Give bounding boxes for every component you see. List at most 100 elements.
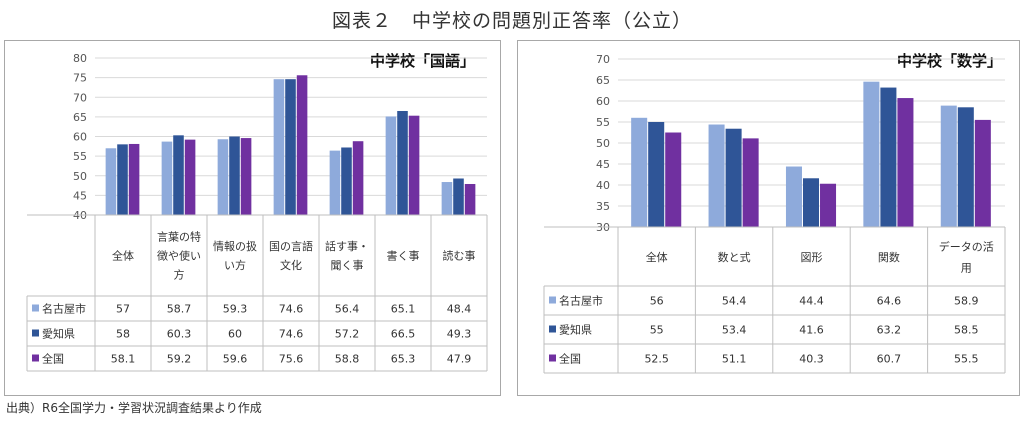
legend-swatch	[549, 296, 556, 304]
data-label: 60	[228, 328, 242, 341]
y-tick-label: 40	[596, 179, 610, 192]
data-label: 55.5	[954, 353, 979, 366]
x-tick-label: データの活	[939, 240, 994, 254]
chart-title: 中学校「国語」	[370, 52, 475, 70]
bar	[725, 128, 742, 227]
data-label: 74.6	[279, 303, 304, 316]
legend-swatch	[549, 325, 556, 333]
legend-label: 名古屋市	[559, 294, 603, 308]
legend-swatch	[32, 329, 39, 337]
bar	[897, 98, 914, 227]
data-label: 51.1	[722, 353, 747, 366]
japanese-chart-panel: 中学校「国語」 40 45 50 55 60 65 70 75 80 全体 言葉の特 徴や使い方情報の扱…	[4, 40, 501, 396]
bar	[184, 139, 196, 215]
bar	[173, 135, 184, 215]
bar	[820, 183, 837, 227]
legend-label: 愛知県	[42, 327, 75, 341]
data-label: 48.4	[447, 303, 472, 316]
y-tick-label: 65	[596, 74, 610, 87]
bar	[161, 141, 173, 215]
data-label: 65.3	[391, 353, 416, 366]
data-label: 56	[650, 295, 664, 308]
data-label: 66.5	[391, 328, 416, 341]
x-tick-label: 関数	[878, 251, 900, 264]
y-tick-label: 45	[73, 189, 87, 202]
x-tick-label: 読む事	[443, 249, 476, 263]
bar	[631, 117, 648, 227]
bar	[648, 122, 665, 227]
x-tick-label: 用	[961, 262, 972, 275]
data-label: 53.4	[722, 324, 747, 337]
legend-swatch	[32, 354, 39, 362]
data-label: 64.6	[877, 295, 902, 308]
x-tick-label: 数と式	[718, 251, 751, 264]
x-tick-label: 徴や使い	[157, 249, 201, 263]
data-label: 59.2	[167, 353, 192, 366]
page-title: 図表２ 中学校の問題別正答率（公立）	[331, 10, 692, 32]
bar	[453, 178, 464, 215]
legend-label: 愛知県	[559, 323, 592, 337]
data-label: 44.4	[799, 295, 824, 308]
bar	[880, 87, 897, 227]
bar	[464, 183, 476, 215]
bar	[329, 150, 341, 215]
bar	[229, 136, 240, 215]
y-tick-label: 50	[596, 137, 610, 150]
data-label: 40.3	[799, 353, 824, 366]
x-tick-label: 方	[174, 268, 185, 282]
bar	[441, 182, 453, 215]
data-label: 60.7	[877, 353, 902, 366]
y-tick-label: 55	[596, 116, 610, 129]
y-tick-label: 65	[73, 111, 87, 124]
data-label: 56.4	[335, 303, 360, 316]
bar	[863, 81, 880, 228]
bar	[385, 116, 397, 215]
data-label: 65.1	[391, 303, 416, 316]
x-tick-label: 聞く事	[331, 259, 364, 272]
data-label: 58.5	[954, 324, 979, 337]
data-label: 58.7	[167, 303, 192, 316]
bar	[742, 138, 759, 227]
y-tick-label: 60	[73, 131, 87, 144]
data-label: 60.3	[167, 328, 192, 341]
chart-title: 中学校「数学」	[897, 52, 1002, 70]
data-label: 41.6	[799, 324, 824, 337]
y-tick-label: 80	[73, 52, 87, 65]
x-tick-label: 情報の扱	[213, 239, 257, 253]
x-tick-label: 文化	[280, 258, 302, 272]
bar	[273, 79, 285, 215]
x-tick-label: 全体	[112, 249, 134, 263]
bar	[341, 147, 352, 215]
legend-swatch	[32, 304, 39, 312]
data-label: 75.6	[279, 353, 304, 366]
legend-label: 全国	[42, 352, 64, 366]
math-chart-panel: 中学校「数学」 30 35 40 45 50 55 60 65 70 全体 数と式 図形 関数 データの活用…	[517, 40, 1020, 396]
data-label: 58.8	[335, 353, 360, 366]
bar	[397, 110, 408, 215]
x-tick-label: 言葉の特	[157, 230, 201, 244]
y-tick-label: 55	[73, 150, 87, 163]
y-tick-label: 75	[73, 72, 87, 85]
data-label: 54.4	[722, 295, 747, 308]
bar	[117, 144, 128, 215]
source-note: 出典）R6全国学力・学習状況調査結果より作成	[6, 401, 262, 415]
bar	[957, 107, 974, 227]
legend-label: 名古屋市	[42, 302, 86, 316]
bar	[665, 132, 682, 227]
legend-swatch	[549, 354, 556, 362]
bar	[974, 119, 991, 227]
x-tick-label: 全体	[646, 250, 668, 264]
data-label: 57	[116, 303, 130, 316]
bar	[408, 115, 420, 215]
bar	[128, 143, 140, 215]
data-label: 55	[650, 324, 664, 337]
data-label: 59.6	[223, 353, 248, 366]
data-label: 58	[116, 328, 130, 341]
data-label: 58.9	[954, 295, 979, 308]
bar	[217, 139, 229, 215]
x-tick-label: 話す事・	[325, 239, 369, 253]
x-tick-label: 国の言語	[269, 239, 313, 253]
data-label: 58.1	[111, 353, 136, 366]
data-label: 74.6	[279, 328, 304, 341]
